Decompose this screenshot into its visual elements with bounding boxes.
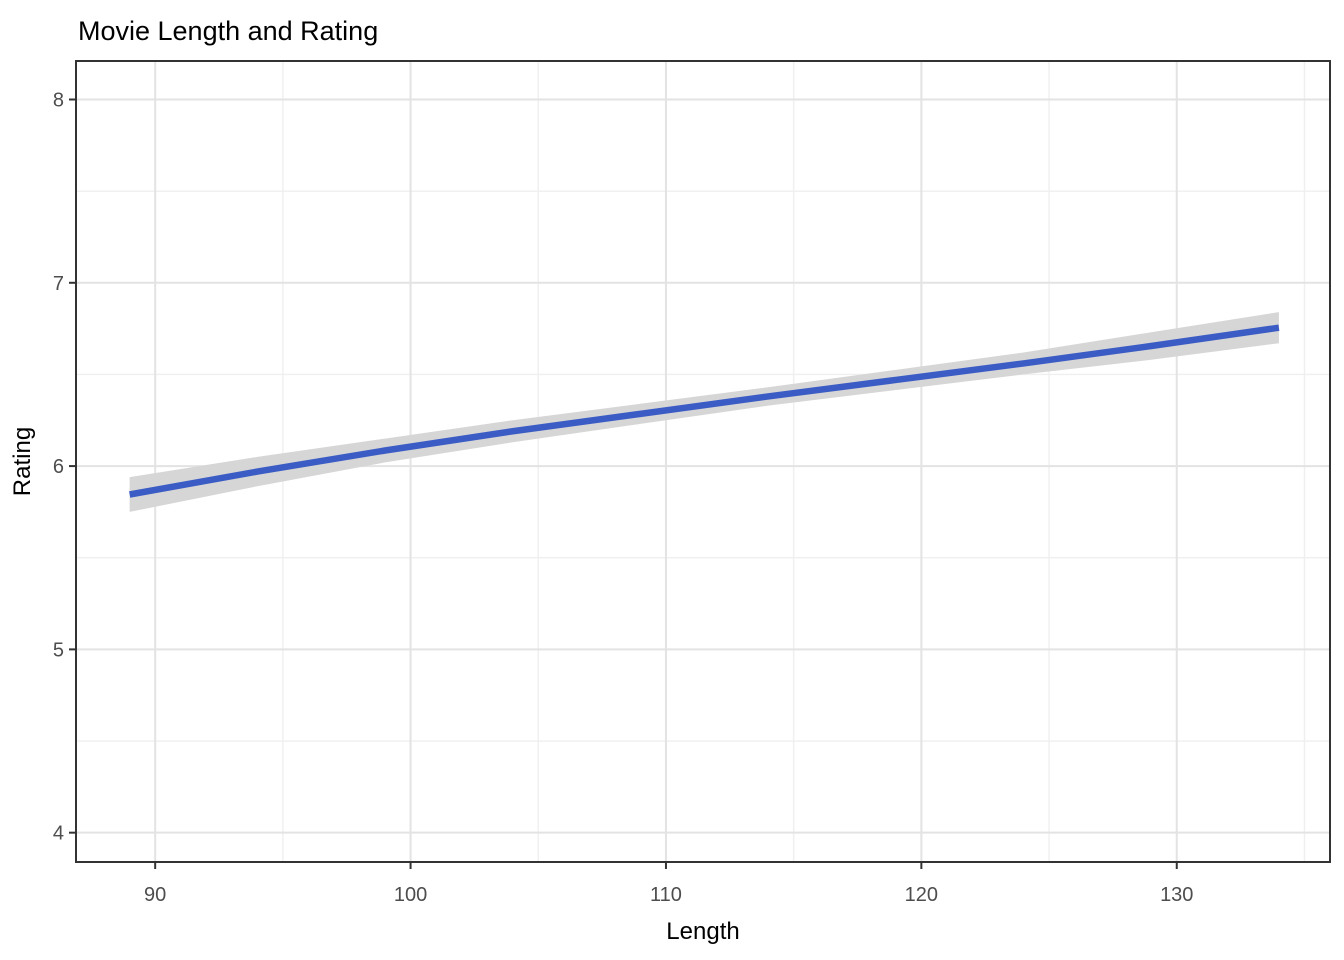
axis-tick-marks [69, 98, 1178, 869]
y-tick-label: 7 [53, 273, 64, 295]
y-tick-label: 8 [53, 89, 64, 111]
x-tick-label: 100 [394, 884, 427, 906]
y-axis-title: Rating [9, 427, 36, 496]
minor-gridlines [76, 61, 1330, 862]
smooth-line-layer [129, 324, 1280, 498]
x-axis-title: Length [666, 918, 739, 945]
confidence-band [129, 312, 1279, 512]
chart-title: Movie Length and Rating [78, 16, 378, 46]
confidence-band-layer [129, 312, 1279, 512]
y-tick-label: 5 [53, 639, 64, 661]
panel-border [75, 60, 1331, 863]
x-tick-label: 110 [650, 884, 682, 906]
axis-tick-labels: 90 100 110 120 130 4 5 6 7 8 [53, 89, 1194, 906]
y-tick-label: 4 [53, 823, 64, 845]
x-tick-label: 90 [144, 884, 166, 906]
y-tick-label: 6 [53, 456, 64, 478]
major-gridlines [76, 61, 1330, 862]
x-tick-label: 130 [1160, 884, 1193, 906]
x-tick-label: 120 [905, 884, 938, 906]
smooth-line [129, 324, 1280, 498]
